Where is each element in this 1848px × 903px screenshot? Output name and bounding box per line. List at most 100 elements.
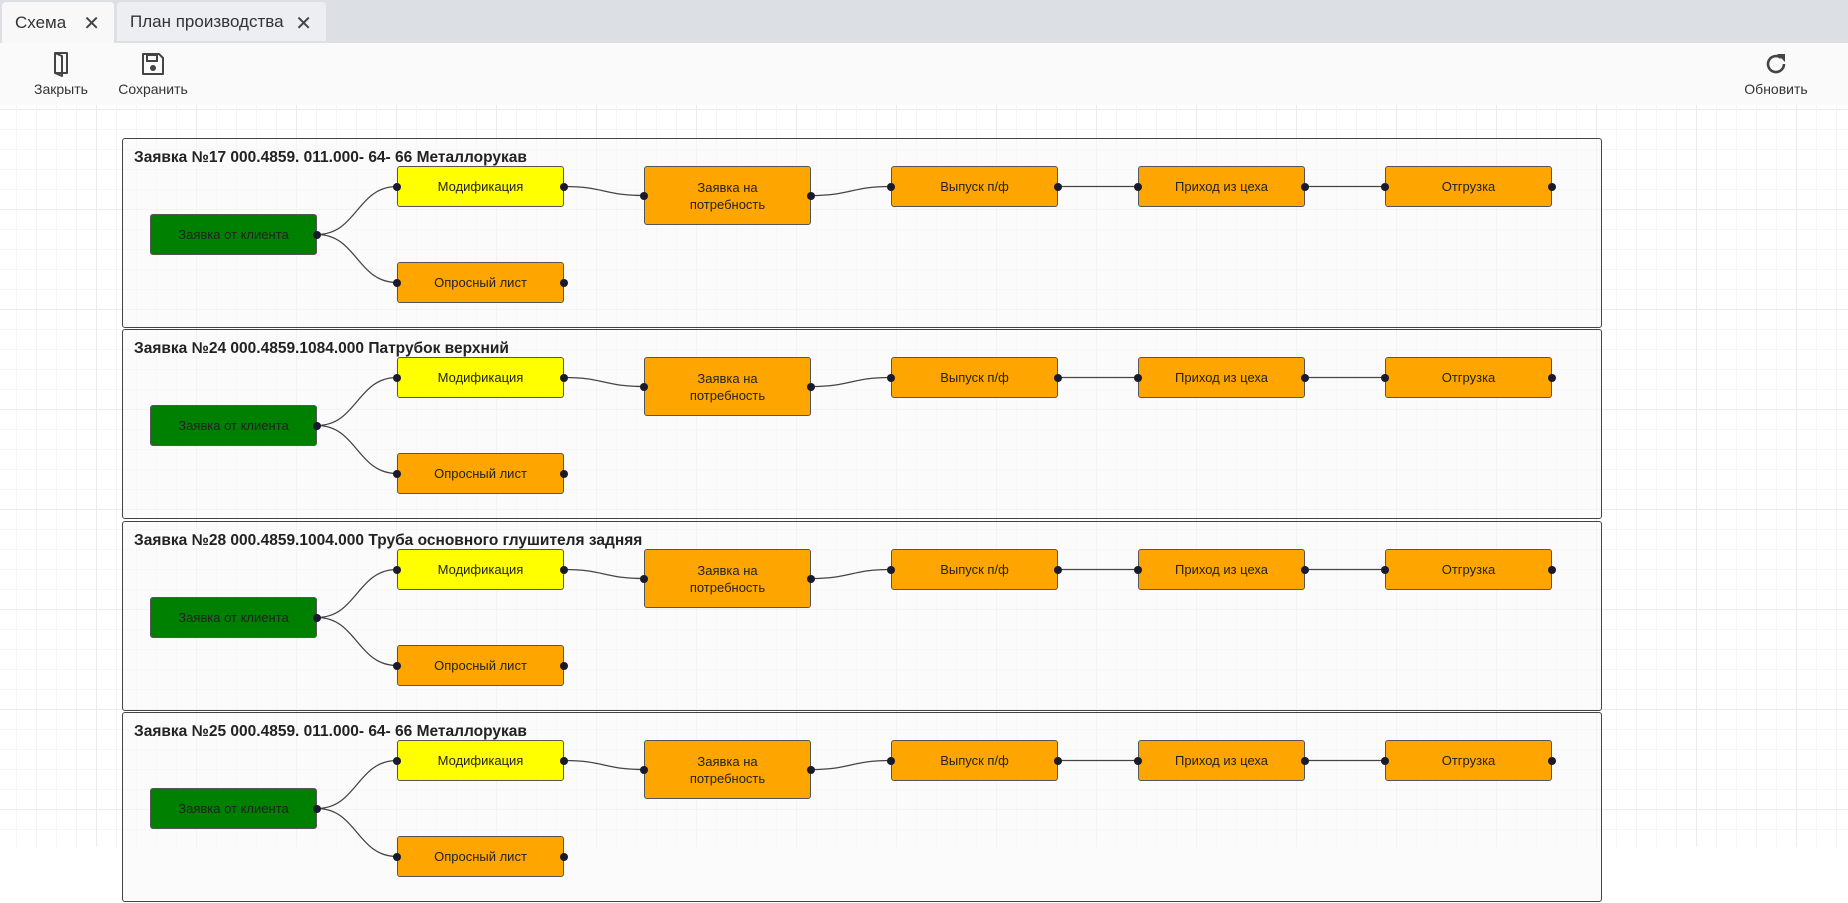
- node-mod[interactable]: Модификация: [393, 166, 568, 207]
- port-handle[interactable]: [393, 469, 401, 478]
- edge-mod-need[interactable]: [563, 759, 645, 771]
- node-mod[interactable]: Модификация: [393, 740, 568, 781]
- edge-mod-need[interactable]: [563, 185, 645, 197]
- port-handle[interactable]: [887, 756, 895, 765]
- tab-production-plan[interactable]: План производства ✕: [117, 2, 326, 41]
- port-handle[interactable]: [560, 469, 568, 478]
- port-handle[interactable]: [807, 765, 815, 774]
- port-handle[interactable]: [1301, 565, 1309, 574]
- node-receipt[interactable]: Приход из цеха: [1134, 549, 1309, 590]
- port-handle[interactable]: [560, 565, 568, 574]
- edge-client-survey[interactable]: [316, 807, 398, 858]
- close-tab-icon[interactable]: ✕: [83, 13, 100, 35]
- node-need[interactable]: Заявка на потребность: [640, 549, 815, 608]
- port-handle[interactable]: [313, 804, 321, 813]
- close-button[interactable]: Закрыть: [30, 51, 92, 97]
- edge-mod-need[interactable]: [563, 568, 645, 580]
- port-handle[interactable]: [560, 182, 568, 191]
- node-ship[interactable]: Отгрузка: [1381, 549, 1556, 590]
- port-handle[interactable]: [1054, 373, 1062, 382]
- port-handle[interactable]: [887, 182, 895, 191]
- node-release[interactable]: Выпуск п/ф: [887, 549, 1062, 590]
- port-handle[interactable]: [393, 756, 401, 765]
- port-handle[interactable]: [1548, 565, 1556, 574]
- port-handle[interactable]: [560, 373, 568, 382]
- edge-need-release[interactable]: [810, 759, 892, 771]
- refresh-button[interactable]: Обновить: [1734, 51, 1818, 97]
- port-handle[interactable]: [313, 421, 321, 430]
- node-mod[interactable]: Модификация: [393, 357, 568, 398]
- port-handle[interactable]: [1134, 565, 1142, 574]
- port-handle[interactable]: [1054, 182, 1062, 191]
- node-need[interactable]: Заявка на потребность: [640, 740, 815, 799]
- port-handle[interactable]: [560, 852, 568, 861]
- port-handle[interactable]: [1301, 373, 1309, 382]
- node-mod[interactable]: Модификация: [393, 549, 568, 590]
- node-survey[interactable]: Опросный лист: [393, 836, 568, 877]
- node-client[interactable]: Заявка от клиента: [150, 214, 321, 255]
- node-survey[interactable]: Опросный лист: [393, 645, 568, 686]
- edge-need-release[interactable]: [810, 568, 892, 580]
- port-handle[interactable]: [1301, 182, 1309, 191]
- port-handle[interactable]: [887, 565, 895, 574]
- port-handle[interactable]: [560, 661, 568, 670]
- port-handle[interactable]: [1381, 182, 1389, 191]
- edge-client-survey[interactable]: [316, 616, 398, 667]
- request-group[interactable]: Заявка №28 000.4859.1004.000 Труба основ…: [122, 521, 1602, 711]
- node-release[interactable]: Выпуск п/ф: [887, 357, 1062, 398]
- port-handle[interactable]: [313, 230, 321, 239]
- port-handle[interactable]: [640, 574, 648, 583]
- edge-client-survey[interactable]: [316, 424, 398, 475]
- port-handle[interactable]: [1054, 565, 1062, 574]
- node-ship[interactable]: Отгрузка: [1381, 740, 1556, 781]
- node-receipt[interactable]: Приход из цеха: [1134, 357, 1309, 398]
- close-tab-icon[interactable]: ✕: [295, 13, 312, 35]
- node-release[interactable]: Выпуск п/ф: [887, 166, 1062, 207]
- node-receipt[interactable]: Приход из цеха: [1134, 166, 1309, 207]
- port-handle[interactable]: [807, 191, 815, 200]
- edge-client-mod[interactable]: [316, 376, 398, 427]
- port-handle[interactable]: [1054, 756, 1062, 765]
- save-button[interactable]: Сохранить: [114, 51, 192, 97]
- tab-schema[interactable]: Схема ✕: [2, 2, 114, 43]
- node-ship[interactable]: Отгрузка: [1381, 357, 1556, 398]
- node-client[interactable]: Заявка от клиента: [150, 405, 321, 446]
- port-handle[interactable]: [560, 278, 568, 287]
- edge-need-release[interactable]: [810, 376, 892, 388]
- port-handle[interactable]: [1381, 756, 1389, 765]
- edge-mod-need[interactable]: [563, 376, 645, 388]
- request-group[interactable]: Заявка №25 000.4859. 011.000- 64- 66 Мет…: [122, 712, 1602, 902]
- node-client[interactable]: Заявка от клиента: [150, 597, 321, 638]
- port-handle[interactable]: [640, 765, 648, 774]
- node-ship[interactable]: Отгрузка: [1381, 166, 1556, 207]
- port-handle[interactable]: [393, 182, 401, 191]
- port-handle[interactable]: [887, 373, 895, 382]
- port-handle[interactable]: [1134, 373, 1142, 382]
- node-receipt[interactable]: Приход из цеха: [1134, 740, 1309, 781]
- port-handle[interactable]: [807, 574, 815, 583]
- edge-client-mod[interactable]: [316, 759, 398, 810]
- node-survey[interactable]: Опросный лист: [393, 453, 568, 494]
- port-handle[interactable]: [1548, 373, 1556, 382]
- port-handle[interactable]: [393, 373, 401, 382]
- node-need[interactable]: Заявка на потребность: [640, 357, 815, 416]
- port-handle[interactable]: [1301, 756, 1309, 765]
- port-handle[interactable]: [393, 852, 401, 861]
- node-need[interactable]: Заявка на потребность: [640, 166, 815, 225]
- request-group[interactable]: Заявка №24 000.4859.1084.000 Патрубок ве…: [122, 329, 1602, 519]
- port-handle[interactable]: [560, 756, 568, 765]
- edge-need-release[interactable]: [810, 185, 892, 197]
- node-release[interactable]: Выпуск п/ф: [887, 740, 1062, 781]
- port-handle[interactable]: [393, 661, 401, 670]
- port-handle[interactable]: [1548, 756, 1556, 765]
- port-handle[interactable]: [640, 382, 648, 391]
- port-handle[interactable]: [1381, 373, 1389, 382]
- edge-client-survey[interactable]: [316, 233, 398, 284]
- port-handle[interactable]: [313, 613, 321, 622]
- request-group[interactable]: Заявка №17 000.4859. 011.000- 64- 66 Мет…: [122, 138, 1602, 328]
- node-client[interactable]: Заявка от клиента: [150, 788, 321, 829]
- port-handle[interactable]: [1548, 182, 1556, 191]
- edge-client-mod[interactable]: [316, 185, 398, 236]
- port-handle[interactable]: [1134, 182, 1142, 191]
- port-handle[interactable]: [1381, 565, 1389, 574]
